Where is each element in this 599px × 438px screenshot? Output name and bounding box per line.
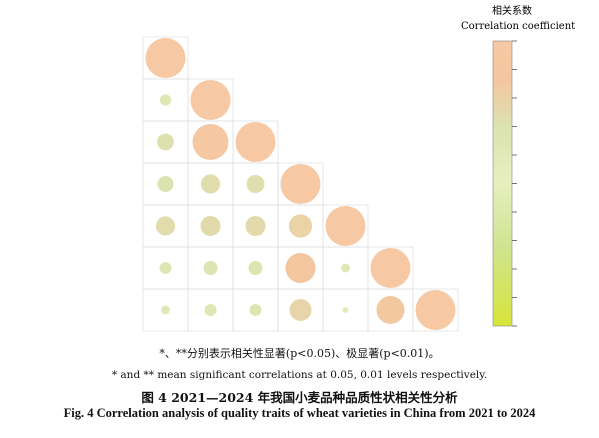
corr-circle-4-3 <box>288 214 313 238</box>
significance-note-zh: *、**分别表示相关性显著(p<0.05)、极显著(p<0.01)。 <box>159 347 440 360</box>
matrix-grid <box>142 36 459 332</box>
corr-circle-2-1 <box>192 124 229 160</box>
corr-circle-3-3 <box>280 164 321 204</box>
corr-circle-2-2 <box>235 122 276 162</box>
significance-note-en: * and ** mean significant correlations a… <box>111 369 488 381</box>
corr-circle-4-4 <box>325 206 366 246</box>
colorbar <box>492 40 513 327</box>
grid-cell <box>412 288 459 332</box>
corr-circle-6-4 <box>342 307 349 313</box>
corr-circle-6-1 <box>204 304 217 316</box>
corr-circle-6-6 <box>415 290 456 330</box>
legend-title-zh: 相关系数 <box>492 4 532 17</box>
corr-circle-6-2 <box>249 304 262 316</box>
corr-circle-1-0 <box>159 94 172 106</box>
figure-caption-zh: 图 4 2021—2024 年我国小麦品种品质性状相关性分析 <box>141 390 458 405</box>
legend-title-en: Correlation coefficient <box>461 21 575 32</box>
corr-circle-5-2 <box>248 261 263 275</box>
correlation-circles <box>145 38 456 330</box>
figure-caption-en: Fig. 4 Correlation analysis of quality t… <box>63 406 536 420</box>
corr-circle-5-3 <box>285 253 316 283</box>
corr-circle-1-1 <box>190 80 231 120</box>
corr-circle-6-3 <box>289 299 312 321</box>
corr-circle-5-0 <box>159 262 172 274</box>
corr-circle-5-5 <box>370 248 411 288</box>
correlation-chart: 相关系数 Correlation coefficient <box>142 4 575 332</box>
corr-circle-6-0 <box>161 305 170 315</box>
corr-circle-4-2 <box>245 216 266 236</box>
corr-circle-5-4 <box>341 263 350 273</box>
corr-circle-3-2 <box>246 175 265 193</box>
colorbar-legend: 相关系数 Correlation coefficient <box>461 4 575 327</box>
corr-circle-3-1 <box>200 174 221 194</box>
corr-circle-2-0 <box>157 133 174 151</box>
corr-circle-3-0 <box>157 176 174 192</box>
corr-circle-4-0 <box>155 216 176 236</box>
corr-circle-6-5 <box>376 296 405 324</box>
corr-circle-0-0 <box>145 38 186 78</box>
corr-circle-4-1 <box>200 216 221 236</box>
corr-circle-5-1 <box>203 261 218 275</box>
